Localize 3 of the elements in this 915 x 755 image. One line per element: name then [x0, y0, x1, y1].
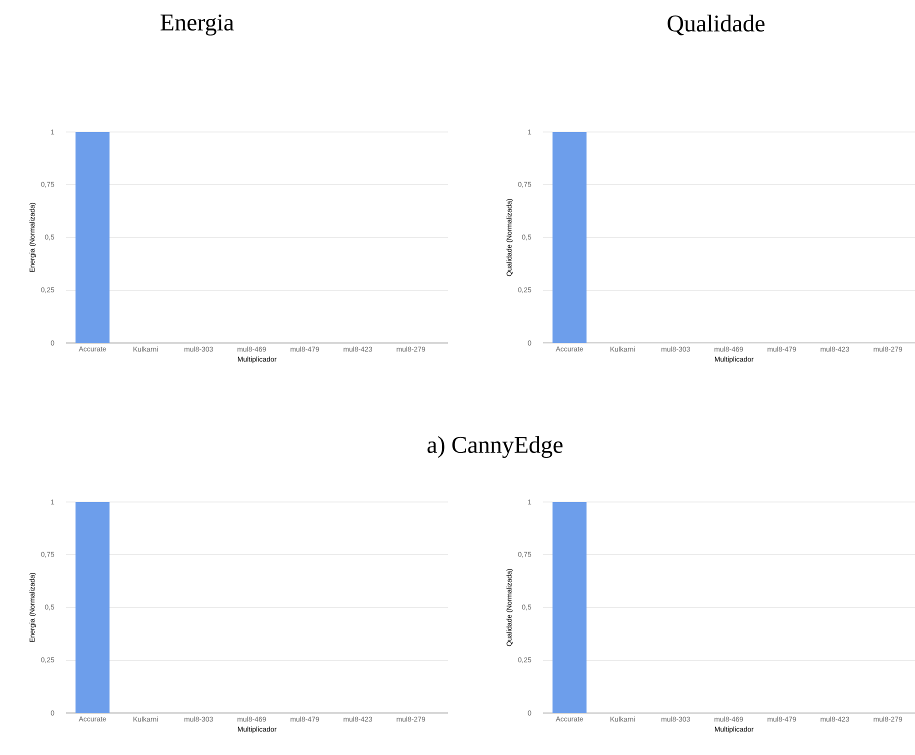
text: a) CannyEdge: [428, 436, 562, 458]
chart-title: Qualidade: [668, 14, 764, 36]
chart-title: Energia: [160, 14, 234, 36]
